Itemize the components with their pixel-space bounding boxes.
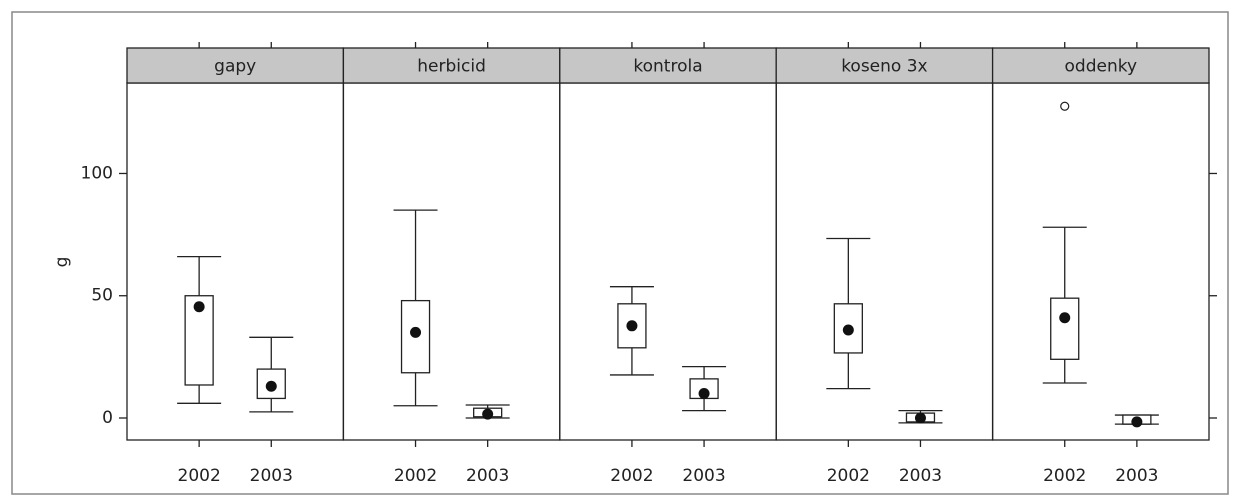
- median-dot: [193, 301, 205, 313]
- strip: [775, 47, 994, 84]
- median-dot: [410, 326, 422, 338]
- median-dot: [1131, 416, 1143, 428]
- x-tick-label: 2003: [899, 466, 942, 486]
- strip-label: oddenky: [1065, 57, 1138, 77]
- y-tick-label: 0: [102, 408, 113, 428]
- strip: [342, 47, 561, 84]
- panel: [126, 82, 345, 441]
- strip: [126, 47, 345, 84]
- median-dot: [698, 388, 710, 400]
- x-tick-label: 2003: [466, 466, 509, 486]
- y-tick-label: 50: [91, 286, 113, 306]
- box: [1050, 297, 1080, 360]
- x-tick-label: 2002: [394, 466, 437, 486]
- x-tick-label: 2002: [1043, 466, 1086, 486]
- median-dot: [626, 320, 638, 332]
- frame: [11, 11, 1229, 495]
- strip-label: kontrola: [633, 57, 702, 77]
- panel: [775, 82, 994, 441]
- panel: [342, 82, 561, 441]
- strip-label: herbicid: [417, 57, 486, 77]
- median-dot: [482, 408, 494, 420]
- median-dot: [914, 412, 926, 424]
- x-tick-label: 2002: [610, 466, 653, 486]
- median-dot: [1059, 312, 1071, 324]
- y-axis-label: g: [52, 257, 72, 268]
- panel: [991, 82, 1210, 441]
- panel: [559, 82, 777, 441]
- y-tick-label: 100: [81, 163, 113, 183]
- median-dot: [842, 324, 854, 336]
- x-tick-label: 2002: [178, 466, 221, 486]
- outlier: [1060, 101, 1070, 111]
- x-tick-label: 2003: [1115, 466, 1158, 486]
- strip: [559, 47, 777, 84]
- x-tick-label: 2002: [827, 466, 870, 486]
- strip-label: gapy: [214, 57, 256, 77]
- strip: [991, 47, 1210, 84]
- strip-label: koseno 3x: [841, 57, 927, 77]
- x-tick-label: 2003: [250, 466, 293, 486]
- median-dot: [265, 380, 277, 392]
- x-tick-label: 2003: [682, 466, 725, 486]
